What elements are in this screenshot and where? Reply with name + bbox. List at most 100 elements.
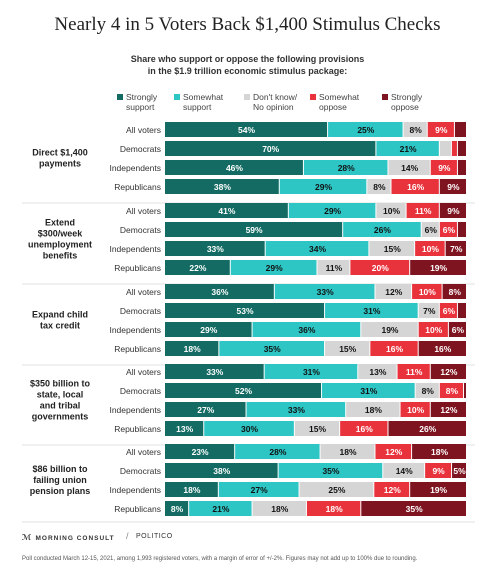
data-label-3-4-2: 35% [264, 344, 281, 354]
data-label-4-2-3: 8% [422, 386, 435, 396]
group-label-5-3: pension plans [30, 486, 91, 496]
data-label-4-3-4: 10% [407, 405, 424, 415]
data-label-3-2-3: 7% [423, 306, 436, 316]
bar-segment-4-4-3 [294, 421, 340, 436]
bar-segment-5-2-3 [383, 463, 425, 478]
bar-segment-4-1-5 [430, 364, 466, 379]
row-label-1-2: Democrats [120, 144, 161, 154]
bar-segment-1-2-1 [165, 141, 376, 156]
group-label-4-3: and tribal [40, 401, 81, 411]
bar-segment-4-4-2 [204, 421, 294, 436]
bar-segment-2-2-1 [165, 222, 343, 237]
data-label-5-1-4: 12% [385, 447, 402, 457]
data-label-4-3-5: 12% [440, 405, 457, 415]
bar-segment-5-2-5 [452, 463, 466, 478]
bar-segment-5-1-1 [165, 444, 235, 459]
bar-segment-5-2-1 [165, 463, 278, 478]
data-label-2-1-5: 9% [447, 206, 460, 216]
footnote: Poll conducted March 12-15, 2021, among … [22, 556, 418, 562]
data-label-1-4-1: 38% [214, 182, 231, 192]
bar-segment-4-1-3 [358, 364, 397, 379]
bar-segment-5-4-4 [306, 501, 361, 516]
data-label-3-3-4: 10% [425, 325, 442, 335]
bar-segment-1-1-2 [328, 122, 403, 137]
data-label-5-2-5: 5% [453, 466, 466, 476]
bar-segment-3-1-5 [442, 284, 466, 299]
data-label-2-3-2: 34% [309, 244, 326, 254]
group-label-2-3: unemployment [28, 240, 92, 250]
bar-segment-5-4-5 [361, 501, 466, 516]
data-label-2-4-1: 22% [189, 263, 206, 273]
row-label-4-3: Independents [109, 405, 161, 415]
row-label-2-2: Democrats [120, 225, 161, 235]
data-label-4-4-2: 30% [241, 424, 258, 434]
group-label-4-2: state, local [37, 390, 84, 400]
data-label-5-1-2: 28% [269, 447, 286, 457]
bar-segment-1-3-4 [430, 160, 457, 175]
data-label-2-4-3: 11% [326, 263, 343, 273]
bar-segment-2-4-4 [350, 260, 410, 275]
legend-label-1-2: support [126, 102, 155, 112]
legend-label-4-1: Somewhat [319, 92, 360, 102]
bar-segment-3-3-5 [448, 322, 466, 337]
bar-segment-3-3-2 [252, 322, 361, 337]
legend-swatch-4 [310, 94, 316, 100]
bar-segment-3-4-1 [165, 341, 219, 356]
group-label-2-2: $300/week [38, 229, 84, 239]
data-label-2-2-1: 59% [246, 225, 263, 235]
data-label-5-4-3: 18% [271, 504, 288, 514]
data-label-1-3-2: 28% [338, 163, 355, 173]
bar-segment-4-3-4 [400, 402, 430, 417]
bar-segment-5-1-5 [412, 444, 466, 459]
subtitle-line-2: in the $1.9 trillion economic stimulus p… [147, 66, 348, 76]
politico-logo: POLITICO [136, 533, 173, 540]
group-label-4-4: governments [32, 412, 89, 422]
row-label-5-4: Republicans [114, 504, 161, 514]
legend-label-5-1: Strongly [391, 92, 423, 102]
bar-segment-1-4-5 [439, 179, 466, 194]
bar-segment-2-2-4 [439, 222, 457, 237]
group-label-1-1: Direct $1,400 [32, 148, 88, 158]
data-label-1-3-1: 46% [226, 163, 243, 173]
bar-segment-1-4-1 [165, 179, 279, 194]
data-label-4-4-1: 13% [176, 424, 193, 434]
legend-label-3-1: Don't know/ [253, 92, 298, 102]
data-label-2-1-2: 29% [324, 206, 341, 216]
bar-segment-4-2-5 [463, 383, 466, 398]
data-label-3-4-1: 18% [184, 344, 201, 354]
data-label-4-4-5: 26% [419, 424, 436, 434]
data-label-3-4-4: 16% [386, 344, 403, 354]
legend-swatch-2 [174, 94, 180, 100]
legend-swatch-3 [244, 94, 250, 100]
bar-segment-4-3-3 [346, 402, 400, 417]
subtitle-line-1: Share who support or oppose the followin… [130, 54, 365, 64]
data-label-3-1-5: 8% [449, 287, 462, 297]
chart-subtitle: Share who support or oppose the followin… [0, 53, 495, 77]
data-label-1-1-2: 25% [357, 125, 374, 135]
row-label-3-3: Independents [109, 325, 161, 335]
bar-segment-5-4-1 [165, 501, 189, 516]
data-label-3-2-4: 6% [443, 306, 456, 316]
bar-segment-2-3-2 [265, 241, 369, 256]
data-label-2-2-2: 26% [374, 225, 391, 235]
legend-swatch-5 [382, 94, 388, 100]
row-label-3-2: Democrats [120, 306, 161, 316]
bar-segment-4-4-5 [388, 421, 466, 436]
bar-segment-4-1-4 [397, 364, 430, 379]
bar-segment-5-1-4 [375, 444, 412, 459]
data-label-5-2-4: 9% [432, 466, 445, 476]
bar-segment-5-4-2 [189, 501, 252, 516]
data-label-4-3-2: 33% [288, 405, 305, 415]
bar-segment-2-1-3 [376, 203, 406, 218]
bar-segment-2-3-1 [165, 241, 265, 256]
data-label-3-3-3: 19% [381, 325, 398, 335]
group-label-2-4: benefits [43, 251, 78, 261]
bar-segment-1-2-4 [451, 141, 457, 156]
data-label-2-3-3: 15% [384, 244, 401, 254]
data-label-1-1-1: 54% [238, 125, 255, 135]
legend-label-2-1: Somewhat [183, 92, 224, 102]
data-label-5-2-2: 35% [322, 466, 339, 476]
bar-segment-3-4-3 [325, 341, 370, 356]
data-label-2-1-1: 41% [218, 206, 235, 216]
